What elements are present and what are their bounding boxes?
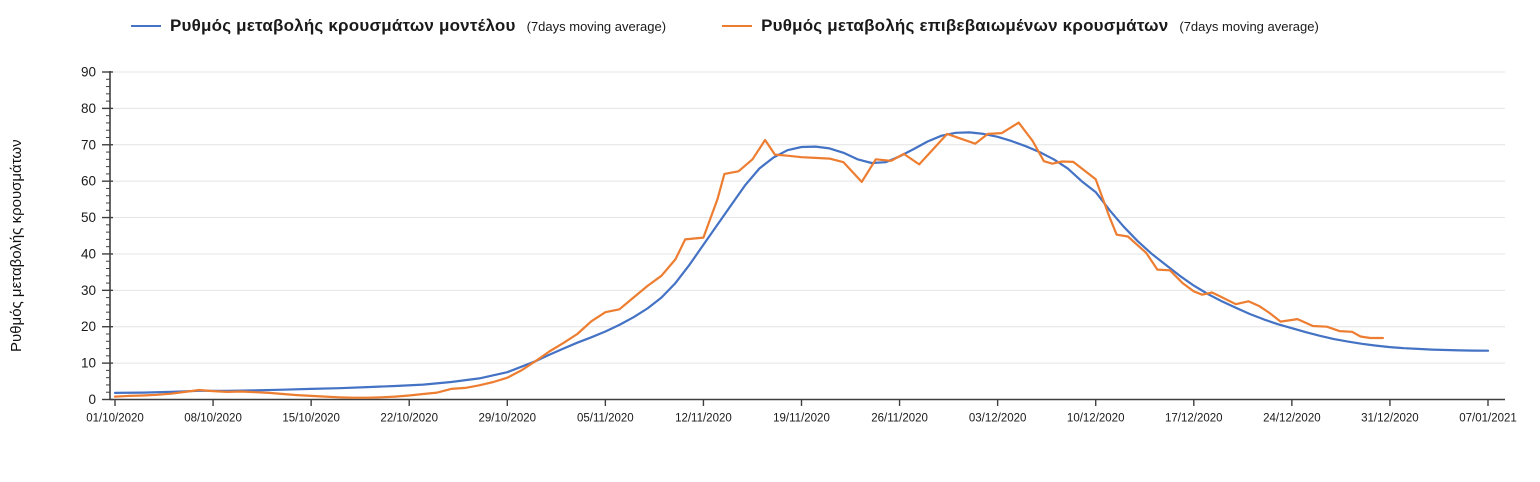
x-tick-label: 29/10/2020 [479, 413, 537, 425]
series-line-model [113, 131, 1490, 394]
legend-suffix-confirmed: (7days moving average) [1179, 18, 1319, 34]
legend-label-confirmed: Ρυθμός μεταβολής επιβεβαιωμένων κρουσμάτ… [761, 16, 1169, 35]
x-tick-label: 10/12/2020 [1067, 413, 1125, 425]
y-tick-label: 0 [88, 392, 96, 407]
x-tick-label: 17/12/2020 [1165, 413, 1223, 425]
series-line-confirmed [113, 121, 1385, 399]
x-tick-label: 01/10/2020 [86, 413, 144, 425]
x-tick-label: 12/11/2020 [675, 413, 732, 425]
y-axis-title: Ρυθμός μεταβολής κρουσμάτων [8, 139, 25, 352]
y-tick-label: 90 [81, 65, 96, 80]
x-tick-label: 31/12/2020 [1361, 413, 1419, 425]
legend-line-swatch-orange [722, 25, 753, 27]
x-tick-label: 07/01/2021 [1459, 413, 1517, 425]
y-tick-label: 30 [81, 283, 96, 298]
legend-suffix-model: (7days moving average) [526, 18, 667, 34]
y-tick-label: 10 [81, 356, 96, 371]
x-tick-label: 03/12/2020 [969, 413, 1027, 425]
x-tick-label: 22/10/2020 [380, 413, 438, 425]
legend-item-confirmed: Ρυθμός μεταβολής επιβεβαιωμένων κρουσμάτ… [722, 16, 1319, 36]
x-tick-label: 19/11/2020 [773, 413, 830, 425]
x-tick-label: 26/11/2020 [871, 413, 928, 425]
x-tick-label: 05/11/2020 [577, 413, 634, 425]
legend-item-model: Ρυθμός μεταβολής κρουσμάτων μοντέλου (7d… [131, 16, 666, 36]
y-tick-label: 70 [81, 137, 96, 152]
y-tick-label: 40 [81, 246, 96, 261]
y-tick-label: 60 [81, 174, 96, 189]
y-tick-label: 80 [81, 101, 96, 116]
x-tick-label: 24/12/2020 [1263, 413, 1321, 425]
chart-legend: Ρυθμός μεταβολής κρουσμάτων μοντέλου (7d… [131, 16, 1319, 36]
x-tick-label: 08/10/2020 [184, 413, 242, 425]
y-tick-label: 20 [81, 319, 96, 334]
x-tick-label: 15/10/2020 [282, 413, 340, 425]
y-tick-label: 50 [81, 210, 96, 225]
legend-label-model: Ρυθμός μεταβολής κρουσμάτων μοντέλου [170, 16, 516, 35]
legend-line-swatch-blue [131, 25, 161, 27]
